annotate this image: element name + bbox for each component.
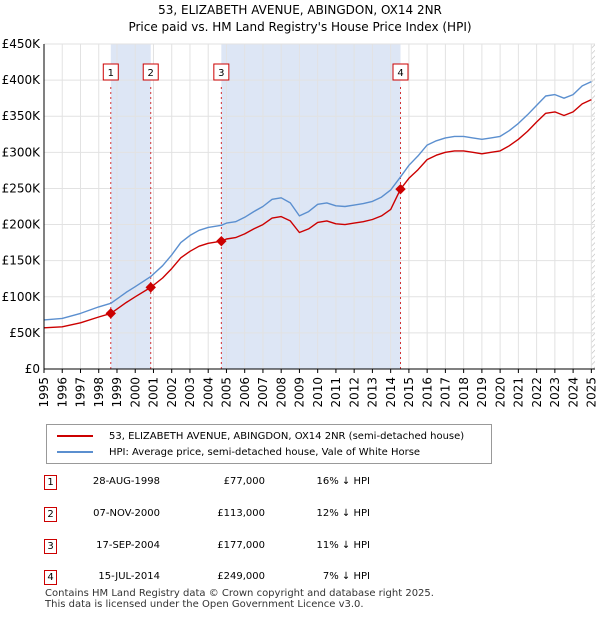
x-tick-label: 2007: [256, 377, 270, 408]
sale-row: 2 07-NOV-2000 £113,000 12% ↓ HPI: [0, 504, 600, 524]
y-tick-label: £50K: [9, 326, 41, 340]
chart-title: 53, ELIZABETH AVENUE, ABINGDON, OX14 2NR…: [0, 2, 600, 36]
sale-box: [392, 63, 409, 81]
y-tick-label: £400K: [2, 73, 42, 87]
x-tick-label: 2009: [293, 377, 307, 408]
x-tick-label: 2013: [366, 377, 380, 408]
x-tick-label: 2012: [347, 377, 361, 408]
legend-swatch-property: [57, 435, 93, 437]
x-tick-label: 1997: [74, 377, 88, 408]
price-chart: 1 2 3 4 £0 £50K £100K £150K £200K £250K £300K £350…: [2, 37, 599, 408]
x-tick-label: 2005: [220, 377, 234, 408]
sale-row: 3 17-SEP-2004 £177,000 11% ↓ HPI: [0, 536, 600, 556]
x-tick-label: 2024: [566, 377, 580, 408]
sale-date: 15-JUL-2014: [98, 571, 160, 582]
y-tick-label: £100K: [2, 290, 42, 304]
x-tick-label: 2018: [457, 377, 471, 408]
sale-row: 1 28-AUG-1998 £77,000 16% ↓ HPI: [0, 472, 600, 492]
sale-number: 4: [44, 570, 57, 585]
sale-point: [145, 282, 156, 293]
x-tick-label: 1998: [92, 377, 106, 408]
x-tick-label: 2025: [585, 377, 599, 408]
x-tick-label: 2002: [165, 377, 179, 408]
title-line-1: 53, ELIZABETH AVENUE, ABINGDON, OX14 2NR: [158, 3, 442, 17]
x-tick-label: 2023: [548, 377, 562, 408]
x-tick-label: 2000: [128, 377, 142, 408]
legend: 53, ELIZABETH AVENUE, ABINGDON, OX14 2NR…: [46, 424, 492, 464]
y-tick-label: £350K: [2, 109, 42, 123]
x-tick-label: 1996: [55, 377, 69, 408]
sale-box-label: 1: [108, 68, 114, 79]
x-tick-label: 2008: [274, 377, 288, 408]
property-line: [43, 98, 592, 329]
sale-box: [142, 63, 159, 81]
sale-row: 4 15-JUL-2014 £249,000 7% ↓ HPI: [0, 567, 600, 587]
x-tick-label: 2003: [183, 377, 197, 408]
sale-price: £77,000: [223, 476, 265, 487]
hatched-region: [591, 44, 595, 369]
sale-number: 2: [44, 507, 57, 522]
sale-number: 3: [44, 539, 57, 554]
x-tick-label: 2021: [512, 377, 526, 408]
sale-price: £249,000: [217, 571, 265, 582]
shaded-range: [221, 44, 401, 369]
legend-label-hpi: HPI: Average price, semi-detached house,…: [109, 446, 421, 458]
legend-item-hpi: HPI: Average price, semi-detached house,…: [57, 445, 420, 459]
y-tick-label: £300K: [2, 145, 42, 159]
y-tick-label: £250K: [2, 181, 42, 195]
sale-box: [102, 63, 119, 81]
sale-box-label: 2: [148, 68, 154, 79]
y-tick-label: £200K: [2, 218, 42, 232]
sale-point: [395, 183, 406, 195]
sale-price: £177,000: [217, 540, 265, 551]
x-tick-label: 2015: [402, 377, 416, 408]
sale-box: [213, 63, 230, 81]
sale-date: 07-NOV-2000: [93, 508, 160, 519]
sale-hpi-diff: 16% ↓ HPI: [316, 476, 370, 487]
x-tick-label: 2016: [420, 377, 434, 408]
x-tick-label: 2022: [530, 377, 544, 408]
x-tick-label: 2020: [493, 377, 507, 408]
sale-box-label: 4: [397, 68, 403, 79]
sale-date: 17-SEP-2004: [96, 540, 160, 551]
x-tick-label: 2006: [238, 377, 252, 408]
legend-label-property: 53, ELIZABETH AVENUE, ABINGDON, OX14 2NR…: [109, 430, 465, 442]
x-tick-label: 2001: [147, 377, 161, 408]
footer: Contains HM Land Registry data © Crown c…: [45, 588, 434, 610]
sale-hpi-diff: 11% ↓ HPI: [316, 540, 370, 551]
sale-point: [216, 235, 227, 247]
x-tick-label: 2004: [201, 377, 215, 408]
hpi-line: [43, 80, 592, 321]
x-tick-label: 1999: [110, 377, 124, 408]
y-tick-label: £450K: [2, 37, 42, 51]
y-tick-label: £150K: [2, 254, 42, 268]
title-line-2: Price paid vs. HM Land Registry's House …: [128, 20, 472, 34]
x-tick-label: 2010: [311, 377, 325, 408]
sale-date: 28-AUG-1998: [92, 476, 160, 487]
y-tick-label: £0: [25, 362, 40, 376]
footer-licence: This data is licensed under the Open Gov…: [45, 599, 364, 610]
sale-number: 1: [44, 475, 57, 490]
sale-point: [105, 308, 116, 319]
legend-swatch-hpi: [57, 451, 93, 453]
sale-price: £113,000: [217, 508, 265, 519]
x-tick-label: 2014: [384, 377, 398, 408]
x-tick-label: 1995: [37, 377, 51, 408]
footer-copyright: Contains HM Land Registry data © Crown c…: [45, 588, 434, 599]
sale-hpi-diff: 12% ↓ HPI: [316, 508, 370, 519]
sale-hpi-diff: 7% ↓ HPI: [322, 571, 370, 582]
x-tick-label: 2011: [329, 377, 343, 408]
sale-box-label: 3: [218, 68, 224, 79]
x-tick-label: 2017: [439, 377, 453, 408]
legend-item-property: 53, ELIZABETH AVENUE, ABINGDON, OX14 2NR…: [57, 429, 464, 443]
x-tick-label: 2019: [475, 377, 489, 408]
